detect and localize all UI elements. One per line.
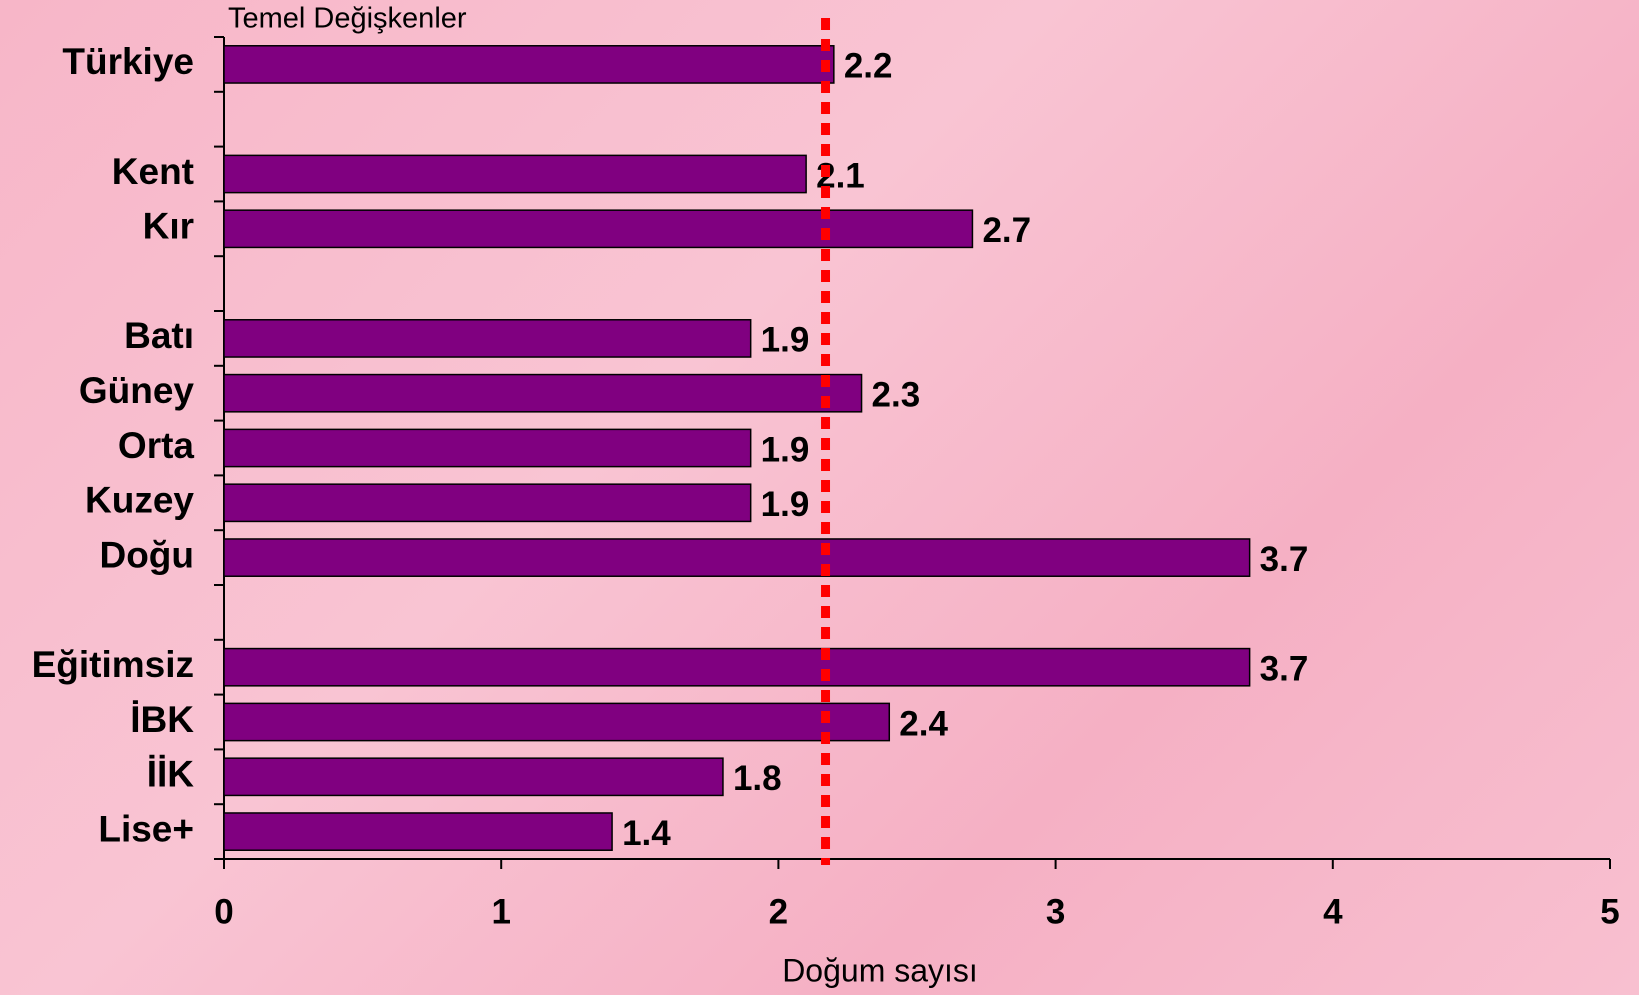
y-tick-label: İBK	[130, 699, 194, 740]
value-label: 1.9	[761, 321, 810, 360]
y-tick-label: Lise+	[98, 808, 194, 849]
bar	[224, 210, 972, 247]
value-label: 1.9	[761, 430, 810, 469]
value-label: 2.2	[844, 47, 893, 86]
bar	[224, 813, 612, 850]
value-label: 1.8	[733, 759, 782, 798]
value-label: 1.4	[622, 814, 671, 853]
chart: Temel Değişkenler Doğum sayısı 0 1 2 3 4 5 Tür…	[0, 0, 1639, 995]
x-tick-label: 2	[769, 892, 788, 931]
value-label: 2.4	[899, 704, 948, 743]
value-label: 3.7	[1260, 540, 1309, 579]
bar	[224, 484, 751, 521]
x-tick-label: 1	[491, 892, 510, 931]
value-label: 2.7	[982, 211, 1031, 250]
bar	[224, 320, 751, 357]
bar	[224, 155, 806, 192]
y-tick-label: Güney	[79, 370, 195, 411]
bar	[224, 429, 751, 466]
y-tick-label: Kır	[143, 206, 194, 247]
bar	[224, 539, 1250, 576]
bar	[224, 758, 723, 795]
y-tick-label: Doğu	[99, 534, 194, 575]
bar	[224, 703, 889, 740]
value-label: 2.3	[872, 375, 921, 414]
chart-title: Temel Değişkenler	[228, 3, 467, 35]
x-tick-label: 5	[1600, 892, 1619, 931]
x-tick-label: 0	[214, 892, 233, 931]
x-tick-label: 4	[1323, 892, 1343, 931]
y-tick-label: Batı	[124, 315, 194, 356]
y-tick-label: Kuzey	[85, 480, 194, 521]
y-tick-label: Orta	[118, 425, 195, 466]
bar	[224, 46, 834, 83]
x-tick-label: 3	[1046, 892, 1065, 931]
value-label: 1.9	[761, 485, 810, 524]
y-tick-label: İİK	[147, 754, 195, 795]
y-tick-label: Kent	[112, 151, 194, 192]
bar	[224, 375, 862, 412]
y-tick-label: Eğitimsiz	[32, 644, 194, 685]
x-axis-label: Doğum sayısı	[782, 952, 978, 988]
bar	[224, 649, 1250, 686]
y-tick-label: Türkiye	[62, 41, 194, 82]
value-label: 3.7	[1260, 649, 1309, 688]
